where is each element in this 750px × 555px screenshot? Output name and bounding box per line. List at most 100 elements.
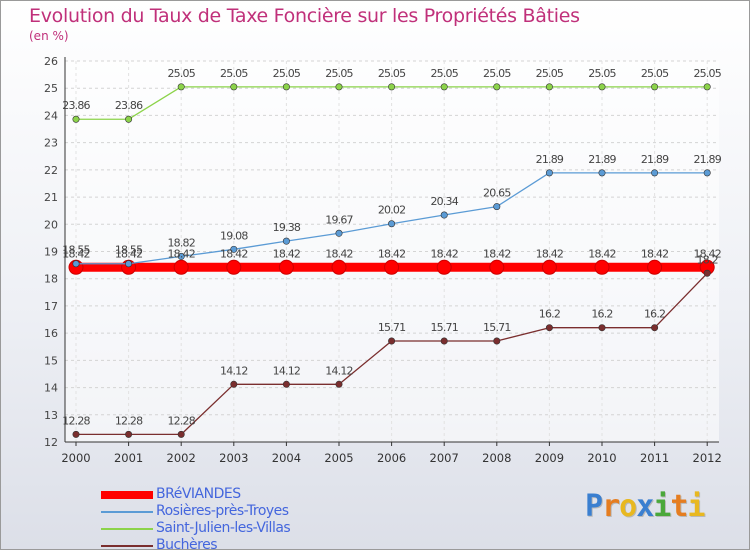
data-point: [489, 259, 505, 275]
data-label: 18.55: [115, 244, 143, 257]
data-point: [651, 169, 659, 177]
x-tick-label: 2005: [324, 451, 353, 465]
x-tick-label: 2008: [482, 451, 511, 465]
data-point: [545, 169, 553, 177]
data-point: [598, 83, 606, 91]
data-label: 23.86: [62, 99, 90, 112]
brand-logo: Proxiti: [585, 489, 705, 524]
data-label: 18.42: [588, 247, 616, 260]
data-label: 25.05: [693, 67, 721, 80]
y-tick-label: 16: [44, 327, 58, 340]
data-label: 18.42: [220, 247, 248, 260]
logo-letter: o: [619, 489, 637, 524]
x-tick-label: 2002: [167, 451, 196, 465]
data-point: [230, 245, 238, 253]
data-label: 18.42: [430, 247, 458, 260]
data-label: 16.2: [644, 308, 665, 321]
y-tick-label: 20: [44, 218, 58, 231]
data-point: [651, 83, 659, 91]
data-point: [493, 337, 501, 345]
logo-letter: i: [687, 489, 705, 524]
data-label: 19.67: [325, 213, 353, 226]
data-label: 18.42: [167, 247, 195, 260]
data-point: [230, 83, 238, 91]
data-label: 20.34: [430, 195, 458, 208]
data-point: [388, 337, 396, 345]
data-label: 20.02: [378, 204, 406, 217]
y-tick-label: 24: [44, 109, 58, 122]
data-label: 18.82: [167, 236, 195, 249]
data-label: 25.05: [378, 67, 406, 80]
logo-letter: r: [602, 489, 620, 524]
data-point: [226, 259, 242, 275]
data-point: [384, 259, 400, 275]
data-point: [278, 259, 294, 275]
data-point: [493, 83, 501, 91]
y-tick-label: 14: [44, 382, 58, 395]
x-tick-label: 2007: [430, 451, 459, 465]
legend-swatch: [101, 528, 153, 530]
x-tick-label: 2000: [61, 451, 90, 465]
data-point: [651, 324, 659, 332]
data-point: [388, 220, 396, 228]
x-tick-label: 2012: [693, 451, 722, 465]
y-tick-label: 21: [44, 191, 58, 204]
data-point: [436, 259, 452, 275]
data-point: [72, 115, 80, 123]
y-tick-label: 18: [44, 273, 58, 286]
data-label: 15.71: [378, 321, 406, 334]
data-point: [177, 252, 185, 260]
data-label: 25.05: [325, 67, 353, 80]
y-tick-label: 19: [44, 246, 58, 259]
data-label: 14.12: [273, 364, 301, 377]
data-point: [125, 260, 133, 268]
data-label: 25.05: [220, 67, 248, 80]
data-label: 19.38: [273, 221, 301, 234]
x-tick-label: 2010: [587, 451, 616, 465]
data-point: [335, 83, 343, 91]
data-label: 21.89: [588, 153, 616, 166]
data-point: [72, 260, 80, 268]
data-point: [598, 324, 606, 332]
y-tick-label: 26: [44, 55, 58, 68]
data-point: [440, 83, 448, 91]
data-point: [177, 430, 185, 438]
data-label: 21.89: [641, 153, 669, 166]
y-tick-label: 15: [44, 354, 58, 367]
data-label: 18.42: [641, 247, 669, 260]
data-label: 18.42: [483, 247, 511, 260]
data-point: [125, 430, 133, 438]
data-label: 20.65: [483, 187, 511, 200]
logo-letter: i: [653, 489, 671, 524]
x-tick-label: 2003: [219, 451, 248, 465]
data-label: 25.05: [483, 67, 511, 80]
data-point: [440, 337, 448, 345]
logo-letter: x: [636, 489, 654, 524]
data-point: [703, 169, 711, 177]
data-point: [72, 430, 80, 438]
data-label: 19.08: [220, 229, 248, 242]
data-label: 18.42: [325, 247, 353, 260]
logo-letter: t: [670, 489, 688, 524]
data-label: 23.86: [115, 99, 143, 112]
data-label: 18.42: [378, 247, 406, 260]
data-point: [282, 237, 290, 245]
data-label: 14.12: [325, 364, 353, 377]
data-point: [335, 380, 343, 388]
data-point: [331, 259, 347, 275]
data-point: [703, 269, 711, 277]
data-label: 15.71: [483, 321, 511, 334]
x-tick-label: 2011: [640, 451, 669, 465]
data-point: [125, 115, 133, 123]
data-point: [282, 380, 290, 388]
data-point: [541, 259, 557, 275]
legend-label: Rosières-près-Troyes: [156, 503, 289, 519]
y-tick-label: 23: [44, 137, 58, 150]
x-tick-label: 2006: [377, 451, 406, 465]
data-point: [703, 83, 711, 91]
data-point: [598, 169, 606, 177]
legend-swatch: [101, 491, 153, 499]
y-tick-label: 25: [44, 82, 58, 95]
x-tick-label: 2001: [114, 451, 143, 465]
